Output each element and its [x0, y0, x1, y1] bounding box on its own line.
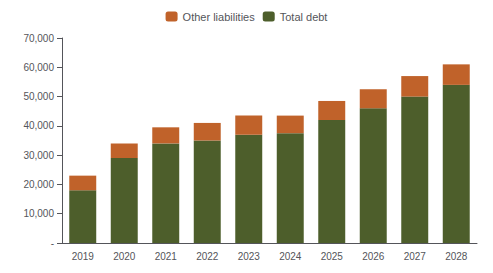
svg-text:2028: 2028: [445, 251, 468, 262]
svg-text:-: -: [51, 238, 54, 249]
svg-text:Total debt: Total debt: [280, 11, 328, 23]
svg-text:50,000: 50,000: [23, 91, 54, 102]
svg-text:2024: 2024: [279, 251, 302, 262]
svg-text:40,000: 40,000: [23, 120, 54, 131]
svg-text:60,000: 60,000: [23, 62, 54, 73]
svg-text:Other liabilities: Other liabilities: [183, 11, 256, 23]
svg-text:2022: 2022: [196, 251, 219, 262]
svg-text:2025: 2025: [321, 251, 344, 262]
svg-text:2019: 2019: [72, 251, 95, 262]
svg-text:10,000: 10,000: [23, 208, 54, 219]
svg-text:2026: 2026: [362, 251, 385, 262]
svg-text:70,000: 70,000: [23, 33, 54, 44]
svg-text:20,000: 20,000: [23, 179, 54, 190]
svg-text:2027: 2027: [404, 251, 427, 262]
svg-text:2023: 2023: [238, 251, 261, 262]
svg-text:30,000: 30,000: [23, 150, 54, 161]
svg-text:2020: 2020: [113, 251, 136, 262]
svg-text:2021: 2021: [155, 251, 178, 262]
